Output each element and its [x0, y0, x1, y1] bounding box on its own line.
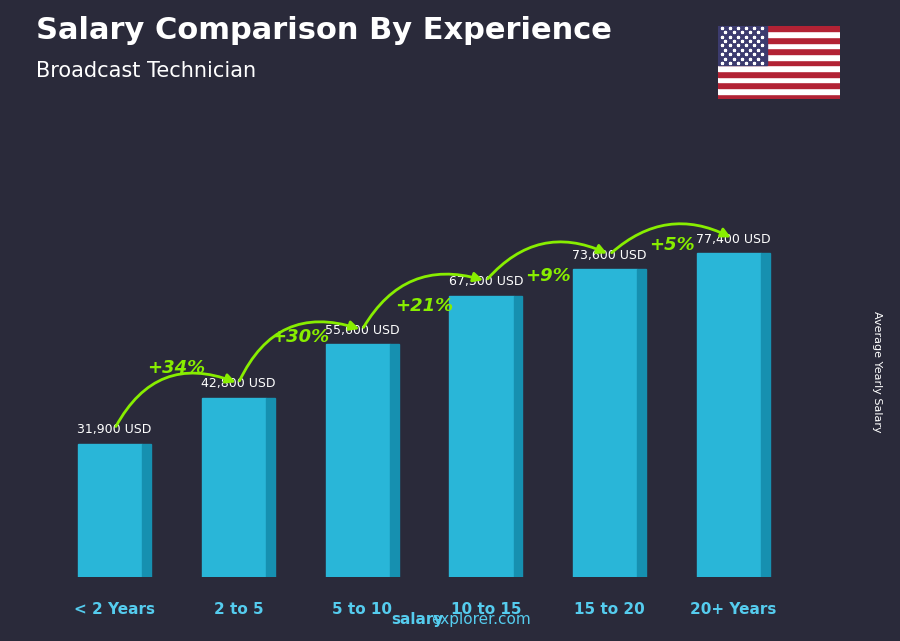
Bar: [718, 65, 840, 71]
Bar: [718, 71, 840, 77]
Text: 5 to 10: 5 to 10: [332, 602, 392, 617]
Text: explorer.com: explorer.com: [431, 612, 531, 627]
Polygon shape: [514, 296, 522, 577]
Bar: [718, 31, 840, 37]
Bar: [718, 60, 840, 65]
Text: 42,800 USD: 42,800 USD: [201, 378, 275, 390]
Bar: [718, 43, 840, 48]
Polygon shape: [390, 344, 399, 577]
Text: +9%: +9%: [525, 267, 571, 285]
Text: +30%: +30%: [271, 328, 329, 346]
Bar: [573, 269, 637, 577]
Text: 15 to 20: 15 to 20: [574, 602, 645, 617]
Text: Salary Comparison By Experience: Salary Comparison By Experience: [36, 16, 612, 45]
Polygon shape: [142, 444, 151, 577]
Bar: [718, 48, 840, 54]
Bar: [78, 444, 142, 577]
Bar: [449, 296, 514, 577]
Text: 77,400 USD: 77,400 USD: [696, 233, 770, 246]
Polygon shape: [637, 269, 646, 577]
Text: +5%: +5%: [649, 236, 694, 254]
Polygon shape: [761, 253, 770, 577]
Text: < 2 Years: < 2 Years: [74, 602, 155, 617]
Text: +21%: +21%: [395, 297, 453, 315]
Bar: [718, 54, 840, 60]
Text: salary: salary: [392, 612, 444, 627]
Text: 73,600 USD: 73,600 USD: [572, 249, 647, 262]
Text: 2 to 5: 2 to 5: [213, 602, 263, 617]
Bar: [718, 37, 840, 43]
Bar: [202, 398, 266, 577]
Text: 31,900 USD: 31,900 USD: [77, 423, 152, 436]
Bar: [718, 82, 840, 88]
Bar: [326, 344, 390, 577]
Bar: [718, 94, 840, 99]
Bar: [718, 88, 840, 94]
Polygon shape: [266, 398, 274, 577]
Text: 55,600 USD: 55,600 USD: [325, 324, 400, 337]
Text: +34%: +34%: [148, 359, 205, 377]
Text: 67,300 USD: 67,300 USD: [448, 275, 523, 288]
Bar: [718, 77, 840, 82]
Bar: [718, 26, 767, 65]
Bar: [697, 253, 761, 577]
Text: 20+ Years: 20+ Years: [690, 602, 777, 617]
Text: Average Yearly Salary: Average Yearly Salary: [872, 311, 883, 433]
Text: Broadcast Technician: Broadcast Technician: [36, 61, 256, 81]
Text: 10 to 15: 10 to 15: [451, 602, 521, 617]
Bar: [718, 26, 840, 31]
